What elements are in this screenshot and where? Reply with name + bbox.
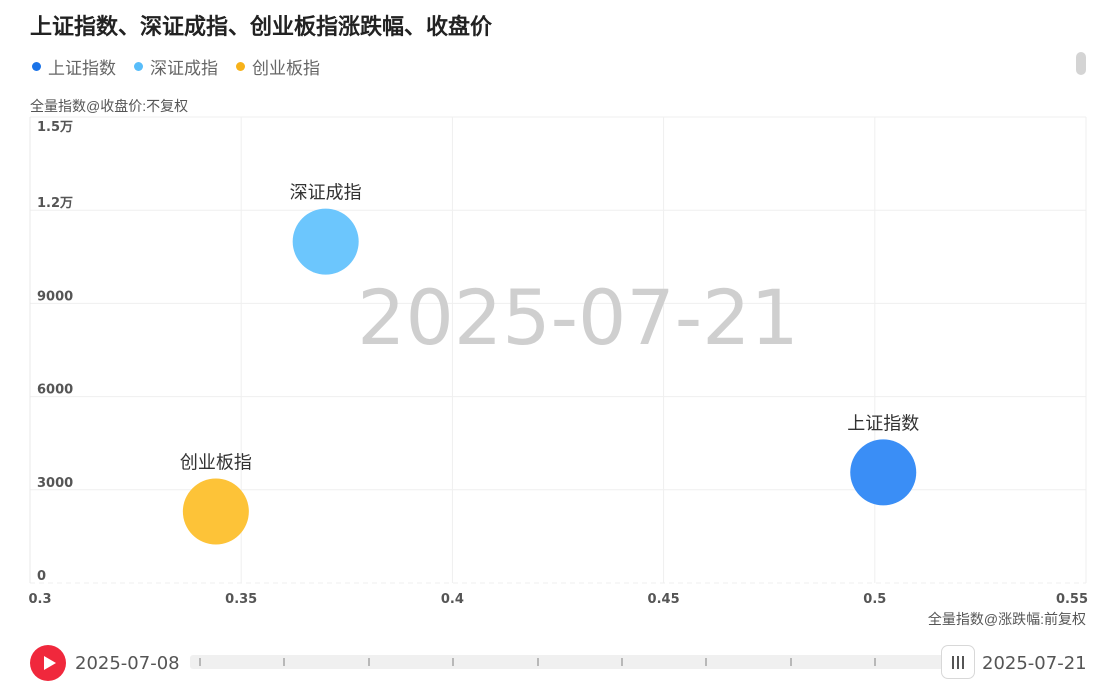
legend-label: 上证指数 xyxy=(48,59,116,78)
x-tick-label: 0.3 xyxy=(28,592,51,607)
x-tick-label: 0.5 xyxy=(863,592,886,607)
timeline-tick xyxy=(789,658,792,666)
legend-dot-icon xyxy=(134,62,143,71)
timeline-tick xyxy=(536,658,539,666)
x-tick-label: 0.35 xyxy=(225,592,257,607)
bubble-point[interactable] xyxy=(292,208,359,275)
play-button[interactable] xyxy=(30,645,66,681)
legend-item-sse[interactable]: 上证指数 xyxy=(32,54,116,79)
drag-handle-icon xyxy=(952,655,954,669)
bubble-label: 深证成指 xyxy=(290,183,362,204)
y-tick-label: 9000 xyxy=(37,289,73,304)
timeline-tick xyxy=(199,658,201,666)
y-tick-label: 6000 xyxy=(37,383,73,398)
legend: 上证指数 深证成指 创业板指 xyxy=(32,54,320,79)
timeline-tick xyxy=(452,658,455,666)
y-tick-label: 0 xyxy=(37,569,46,584)
legend-item-szse[interactable]: 深证成指 xyxy=(134,54,218,79)
y-axis-ticks: 0 3000 6000 9000 1.2万 1.5万 xyxy=(37,120,73,584)
bubble-label: 上证指数 xyxy=(847,413,919,434)
date-watermark: 2025-07-21 xyxy=(357,273,799,362)
y-tick-label: 3000 xyxy=(37,476,73,491)
x-axis-title: 全量指数@涨跌幅:前复权 xyxy=(927,611,1086,627)
timeline-tick xyxy=(705,658,708,666)
legend-label: 创业板指 xyxy=(252,59,320,78)
bubble-label: 创业板指 xyxy=(180,453,252,474)
timeline-tick xyxy=(283,658,286,666)
timeline-tick xyxy=(874,658,877,666)
play-icon xyxy=(43,656,56,670)
legend-label: 深证成指 xyxy=(150,59,218,78)
scatter-chart: 2025-07-21 0 3000 6000 9000 1.2万 1.5万 0.3 0.35… xyxy=(28,116,1088,607)
legend-scrollbar[interactable] xyxy=(1076,52,1086,75)
timeline-end-date: 2025-07-21 xyxy=(982,653,1087,674)
x-tick-label: 0.45 xyxy=(648,592,680,607)
legend-item-chinext[interactable]: 创业板指 xyxy=(236,54,320,79)
timeline-start-date: 2025-07-08 xyxy=(75,653,180,674)
x-tick-label: 0.4 xyxy=(441,592,464,607)
timeline-track[interactable] xyxy=(190,655,945,669)
timeline: 2025-07-08 2025-07-21 xyxy=(0,645,1117,685)
y-tick-label: 1.5万 xyxy=(37,120,73,135)
y-tick-label: 1.2万 xyxy=(37,196,73,211)
timeline-tick xyxy=(621,658,623,666)
legend-dot-icon xyxy=(236,62,245,71)
drag-handle-icon xyxy=(957,655,959,669)
y-axis-title: 全量指数@收盘价:不复权 xyxy=(30,98,189,114)
bubble-point[interactable] xyxy=(182,478,249,545)
legend-dot-icon xyxy=(32,62,41,71)
drag-handle-icon xyxy=(962,655,964,669)
timeline-handle[interactable] xyxy=(941,645,975,679)
chart-title: 上证指数、深证成指、创业板指涨跌幅、收盘价 xyxy=(30,14,493,39)
timeline-tick xyxy=(367,658,370,666)
x-tick-label: 0.55 xyxy=(1056,592,1088,607)
x-axis-ticks: 0.3 0.35 0.4 0.45 0.5 0.55 xyxy=(28,592,1088,607)
bubble-point[interactable] xyxy=(850,439,917,506)
grid-lines xyxy=(29,116,1087,584)
